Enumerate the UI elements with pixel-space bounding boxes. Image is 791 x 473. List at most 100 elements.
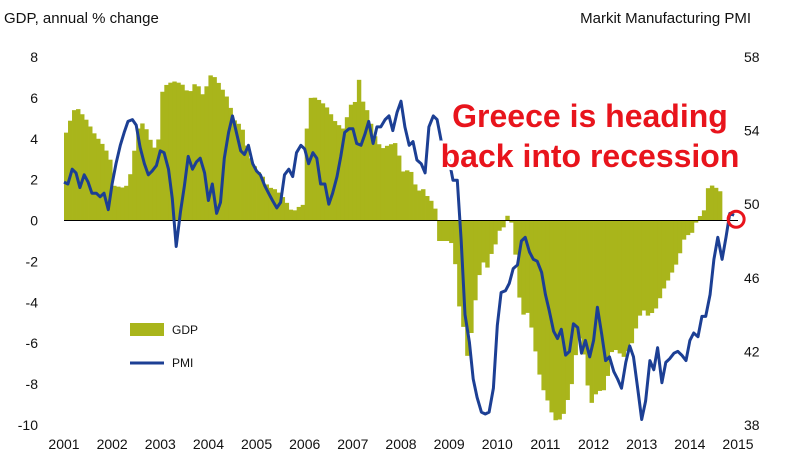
gdp-bar-7 (92, 133, 97, 221)
gdp-bar-156 (689, 220, 695, 233)
latest-point-marker (726, 209, 746, 229)
left-tick-label-3: 2 (30, 172, 38, 188)
gdp-bar-108 (497, 220, 502, 231)
gdp-bar-4 (80, 114, 85, 221)
gdp-bar-58 (296, 206, 302, 221)
annotation-line-1: back into recession (441, 138, 740, 174)
gdp-bar-139 (621, 220, 627, 357)
gdp-bar-18 (136, 128, 141, 221)
right-tick-label-4: 42 (744, 343, 760, 359)
gdp-bar-5 (84, 119, 89, 221)
gdp-bar-149 (661, 220, 667, 289)
gdp-bar-115 (525, 220, 530, 313)
gdp-bar-105 (485, 220, 490, 268)
gdp-bar-129 (581, 220, 586, 355)
gdp-bar-32 (192, 84, 197, 221)
gdp-bar-74 (360, 101, 366, 221)
gdp-bar-63 (316, 99, 322, 221)
gdp-bar-1 (68, 120, 73, 221)
gdp-bar-140 (625, 220, 631, 352)
gdp-bar-162 (713, 187, 719, 221)
gdp-bar-106 (489, 220, 494, 254)
gdp-bar-118 (537, 220, 542, 375)
gdp-bar-33 (196, 86, 201, 221)
gdp-bar-75 (364, 110, 370, 221)
right-tick-label-0: 58 (744, 49, 760, 65)
gdp-bar-157 (693, 220, 699, 223)
gdp-bar-40 (224, 96, 229, 221)
x-tick-label-0: 2001 (48, 436, 79, 452)
gdp-bar-104 (481, 220, 486, 263)
x-tick-label-9: 2010 (482, 436, 513, 452)
gdp-bar-0 (64, 132, 69, 221)
gdp-bar-116 (529, 220, 534, 328)
x-axis-ticks: 2001 2002 2003 2004 2005 2006 2007 2008 2009 2010… (48, 436, 753, 452)
gdp-bar-8 (96, 138, 101, 221)
gdp-bar-144 (641, 220, 647, 311)
gdp-bar-69 (340, 128, 346, 221)
gdp-bar-15 (124, 185, 129, 221)
gdp-bar-38 (216, 82, 221, 221)
legend-swatch-gdp (130, 323, 164, 336)
gdp-bar-100 (465, 220, 470, 356)
gdp-bar-56 (288, 209, 294, 221)
gdp-bar-27 (172, 81, 177, 221)
gdp-bar-2 (72, 110, 77, 221)
left-tick-label-7: -6 (26, 335, 39, 351)
x-tick-label-14: 2015 (722, 436, 753, 452)
gdp-bar-80 (384, 145, 390, 221)
gdp-bar-28 (176, 82, 181, 221)
gdp-bar-91 (429, 200, 434, 221)
gdp-bar-54 (280, 197, 286, 221)
gdp-bar-81 (388, 144, 394, 221)
gdp-bar-45 (244, 145, 249, 221)
gdp-bar-130 (585, 220, 590, 386)
pmi-line (63, 99, 735, 421)
gdp-bar-117 (533, 220, 538, 352)
gdp-bar-59 (300, 204, 306, 221)
x-tick-label-5: 2006 (289, 436, 320, 452)
gdp-bar-107 (493, 220, 498, 245)
x-tick-label-13: 2014 (674, 436, 705, 452)
gdp-bar-146 (649, 220, 655, 314)
gdp-bar-70 (344, 117, 350, 221)
gdp-bar-44 (240, 129, 245, 221)
gdp-bar-92 (433, 208, 438, 221)
gdp-bar-109 (501, 220, 506, 228)
gdp-bar-135 (605, 220, 611, 376)
gdp-bar-12 (112, 185, 117, 221)
gdp-bar-93 (437, 220, 442, 241)
gdp-bar-87 (413, 184, 418, 221)
gdp-bar-42 (232, 120, 237, 221)
left-axis-title: GDP, annual % change (4, 10, 159, 27)
right-axis-ticks: 58 54 50 46 42 38 (744, 49, 760, 433)
left-tick-label-1: 6 (30, 90, 38, 106)
gdp-bar-112 (513, 220, 518, 255)
gdp-bar-34 (200, 94, 205, 221)
left-tick-label-5: -2 (26, 253, 39, 269)
gdp-bar-6 (88, 126, 93, 221)
gdp-bar-14 (120, 187, 125, 221)
x-tick-label-2: 2003 (145, 436, 176, 452)
gdp-bar-67 (332, 121, 338, 221)
right-tick-label-2: 50 (744, 196, 760, 212)
gdp-bar-60 (304, 128, 310, 221)
gdp-bar-78 (376, 144, 382, 221)
gdp-bar-29 (180, 84, 185, 221)
gdp-bar-155 (685, 220, 691, 236)
gdp-bar-31 (188, 91, 193, 221)
gdp-bar-64 (320, 103, 326, 221)
gdp-bar-13 (116, 186, 121, 221)
gdp-bar-126 (569, 220, 574, 385)
x-tick-label-6: 2007 (337, 436, 368, 452)
gdp-bar-65 (324, 107, 330, 221)
gdp-bar-16 (128, 174, 133, 221)
left-axis-ticks: 8 6 4 2 0 -2 -4 -6 -8 -10 (18, 49, 38, 433)
gdp-bar-24 (160, 91, 165, 221)
x-tick-label-11: 2012 (578, 436, 609, 452)
gdp-bar-143 (637, 220, 643, 316)
gdp-bar-77 (372, 136, 378, 221)
gdp-bar-141 (629, 220, 635, 344)
gdp-bar-159 (701, 210, 707, 221)
gdp-bar-119 (541, 220, 546, 391)
